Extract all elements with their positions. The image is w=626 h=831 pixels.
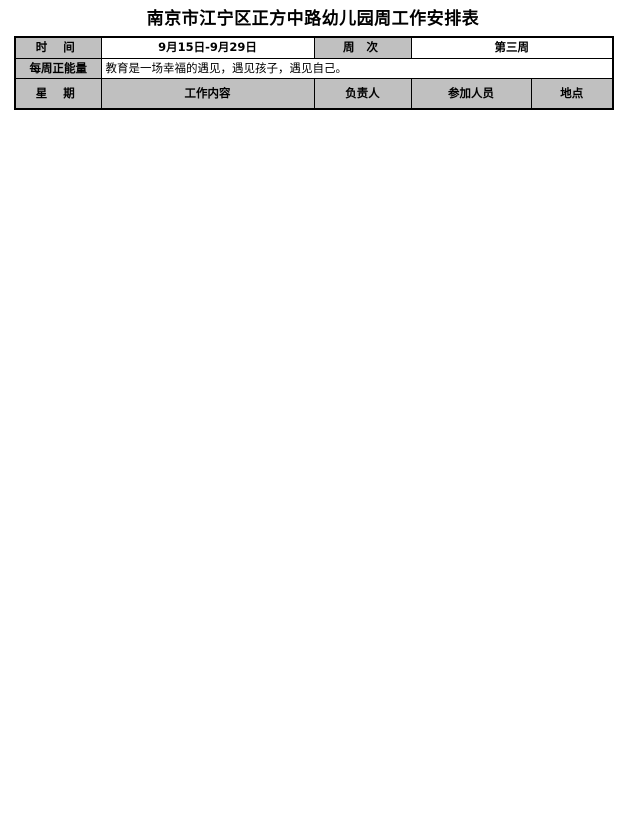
time-label: 时 间	[14, 36, 102, 59]
week-number-value: 第三周	[410, 36, 614, 59]
week-label: 周 次	[313, 36, 412, 59]
page-title: 南京市江宁区正方中路幼儿园周工作安排表	[146, 9, 480, 29]
weekly-schedule-table: 时 间 9月15日-9月29日 周 次 第三周 每周正能量 教育是一场幸福的遇见…	[14, 36, 614, 110]
info-time-row: 时 间 9月15日-9月29日 周 次 第三周	[14, 36, 614, 59]
info-energy-row: 每周正能量 教育是一场幸福的遇见，遇见孩子，遇见自己。	[14, 57, 614, 80]
col-header-owner: 负责人	[313, 78, 412, 110]
table-body: 时 间 9月15日-9月29日 周 次 第三周 每周正能量 教育是一场幸福的遇见…	[14, 36, 614, 110]
col-header-participants: 参加人员	[410, 78, 532, 110]
col-header-location: 地点	[530, 78, 614, 110]
col-header-weekday: 星 期	[14, 78, 102, 110]
energy-label: 每周正能量	[14, 57, 102, 80]
column-header-row: 星 期 工作内容 负责人 参加人员 地点	[14, 78, 614, 110]
date-range-value: 9月15日-9月29日	[100, 36, 315, 59]
energy-text: 教育是一场幸福的遇见，遇见孩子，遇见自己。	[100, 57, 614, 80]
col-header-content: 工作内容	[100, 78, 315, 110]
